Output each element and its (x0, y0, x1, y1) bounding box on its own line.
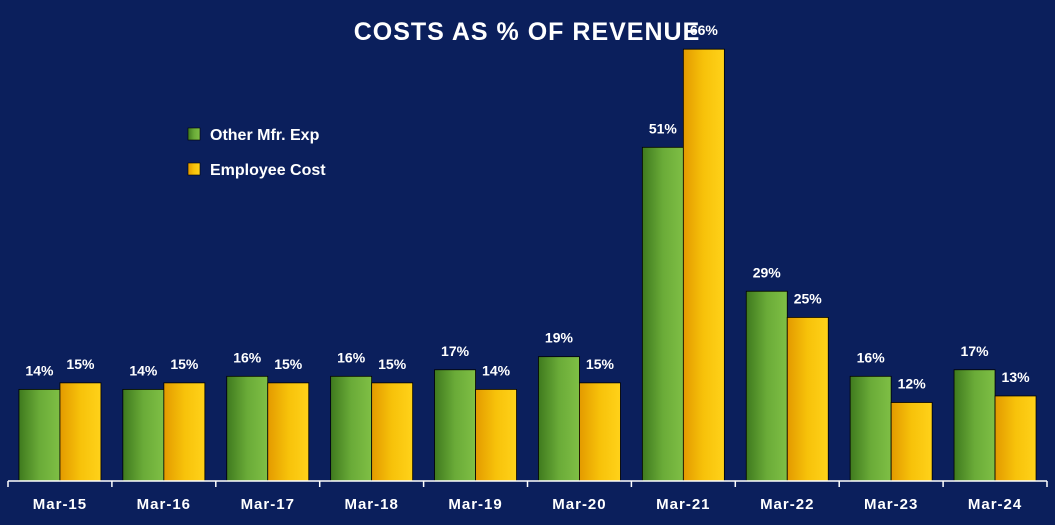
bar-employee-cost-mar-15 (59, 382, 102, 482)
legend-swatch-yellow (187, 162, 201, 176)
legend-swatch-green (187, 127, 201, 141)
data-label-other-mfr-exp-mar-15: 14% (25, 362, 54, 378)
x-tick-label-mar-24: Mar-24 (968, 496, 1022, 513)
bar-other-mfr-exp-mar-20 (538, 356, 580, 482)
x-tick-label-mar-23: Mar-23 (864, 496, 918, 513)
data-label-other-mfr-exp-mar-18: 16% (337, 349, 366, 365)
bar-employee-cost-mar-18 (371, 382, 414, 482)
data-label-employee-cost-mar-15: 15% (66, 356, 95, 372)
bar-employee-cost-mar-24 (994, 395, 1037, 482)
x-tick-label-mar-21: Mar-21 (656, 496, 710, 513)
x-tick-label-mar-20: Mar-20 (552, 496, 606, 513)
bar-other-mfr-exp-mar-21 (641, 146, 684, 482)
bar-other-mfr-exp-mar-22 (745, 290, 788, 482)
data-labels-group: 14% 15% 14% 15% 16% 15% 16% 15% 17% 14% 19% 15% 51% 6… (25, 22, 1030, 391)
data-label-other-mfr-exp-mar-21: 51% (649, 120, 678, 136)
bar-other-mfr-exp-mar-23 (849, 375, 892, 482)
legend-item-employee-cost: Employee Cost (187, 162, 326, 179)
legend-item-other-mfr-exp: Other Mfr. Exp (187, 127, 320, 144)
x-axis-labels: Mar-15 Mar-16 Mar-17 Mar-18 Mar-19 Mar-20 Mar-… (33, 496, 1022, 513)
bar-other-mfr-exp-mar-19 (434, 369, 476, 482)
bar-employee-cost-mar-23 (890, 402, 933, 482)
data-label-employee-cost-mar-20: 15% (586, 356, 615, 372)
x-tick-label-mar-19: Mar-19 (448, 496, 502, 513)
data-label-employee-cost-mar-18: 15% (378, 356, 407, 372)
data-label-other-mfr-exp-mar-17: 16% (233, 349, 262, 365)
data-label-employee-cost-mar-19: 14% (482, 362, 511, 378)
bar-employee-cost-mar-21 (682, 48, 725, 482)
bar-employee-cost-mar-20 (579, 382, 621, 482)
x-tick-label-mar-16: Mar-16 (137, 496, 191, 513)
data-label-other-mfr-exp-mar-16: 14% (129, 362, 158, 378)
data-label-other-mfr-exp-mar-23: 16% (857, 349, 886, 365)
bar-employee-cost-mar-22 (786, 317, 829, 482)
data-label-employee-cost-mar-16: 15% (170, 356, 199, 372)
data-label-other-mfr-exp-mar-19: 17% (441, 343, 470, 359)
data-label-employee-cost-mar-22: 25% (794, 290, 823, 306)
bars-group (18, 48, 1037, 482)
data-label-employee-cost-mar-24: 13% (1002, 369, 1031, 385)
legend-label-other-mfr-exp: Other Mfr. Exp (210, 127, 320, 144)
bar-other-mfr-exp-mar-16 (122, 388, 165, 482)
x-tick-label-mar-22: Mar-22 (760, 496, 814, 513)
bar-other-mfr-exp-mar-18 (330, 375, 373, 482)
x-tick-label-mar-18: Mar-18 (344, 496, 398, 513)
x-tick-label-mar-17: Mar-17 (241, 496, 295, 513)
bar-other-mfr-exp-mar-17 (226, 375, 269, 482)
legend: Other Mfr. Exp Employee Cost (187, 127, 326, 179)
bar-employee-cost-mar-19 (475, 388, 517, 482)
data-label-other-mfr-exp-mar-24: 17% (961, 343, 990, 359)
x-tick-label-mar-15: Mar-15 (33, 496, 87, 513)
x-axis-ticks (7, 481, 1048, 487)
data-label-employee-cost-mar-17: 15% (274, 356, 303, 372)
bar-other-mfr-exp-mar-24 (953, 369, 996, 482)
bar-employee-cost-mar-17 (267, 382, 310, 482)
data-label-other-mfr-exp-mar-20: 19% (545, 330, 574, 346)
data-label-employee-cost-mar-21: 66% (690, 22, 719, 38)
bar-other-mfr-exp-mar-15 (18, 388, 61, 482)
data-label-employee-cost-mar-23: 12% (898, 375, 927, 391)
legend-label-employee-cost: Employee Cost (210, 162, 326, 179)
data-label-other-mfr-exp-mar-22: 29% (753, 264, 782, 280)
chart-title: COSTS AS % OF REVENUE (354, 18, 701, 46)
bar-employee-cost-mar-16 (163, 382, 206, 482)
